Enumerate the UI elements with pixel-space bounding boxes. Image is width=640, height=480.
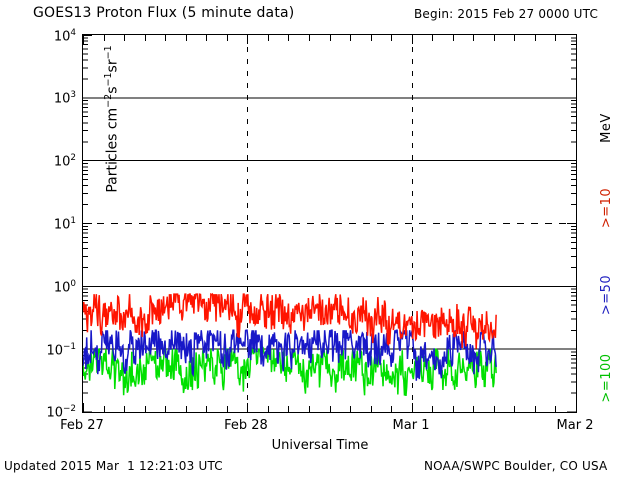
x-axis-title: Universal Time (271, 438, 369, 453)
y-tick-1e1: 101 (53, 216, 76, 233)
series-ge50-mev (83, 329, 497, 381)
plot-canvas (83, 35, 576, 412)
legend-ge100-mev: >=100 (599, 353, 614, 403)
footer-source: NOAA/SWPC Boulder, CO USA (424, 459, 608, 473)
page-title: GOES13 Proton Flux (5 minute data) (33, 5, 295, 21)
y-tick-1e4: 104 (53, 28, 76, 45)
y-tick-1e2: 102 (53, 153, 76, 170)
y-tick-1em1: 10−1 (46, 342, 76, 359)
x-tick-mar2: Mar 2 (556, 418, 594, 433)
day-boundary-lines (247, 35, 413, 412)
y-tick-1e3: 103 (53, 90, 76, 107)
x-tick-mar1: Mar 1 (392, 418, 430, 433)
plot-area (82, 34, 577, 413)
y-tick-1em2: 10−2 (46, 404, 76, 421)
x-tick-feb28: Feb 28 (224, 418, 268, 433)
footer-updated-time: Updated 2015 Mar 1 12:21:03 UTC (4, 459, 223, 473)
y-tick-1e0: 100 (53, 279, 76, 296)
series-ge100-mev (83, 346, 497, 397)
x-tick-feb27: Feb 27 (60, 418, 104, 433)
series-ge10-mev (83, 292, 497, 349)
begin-time-label: Begin: 2015 Feb 27 0000 UTC (414, 7, 599, 21)
